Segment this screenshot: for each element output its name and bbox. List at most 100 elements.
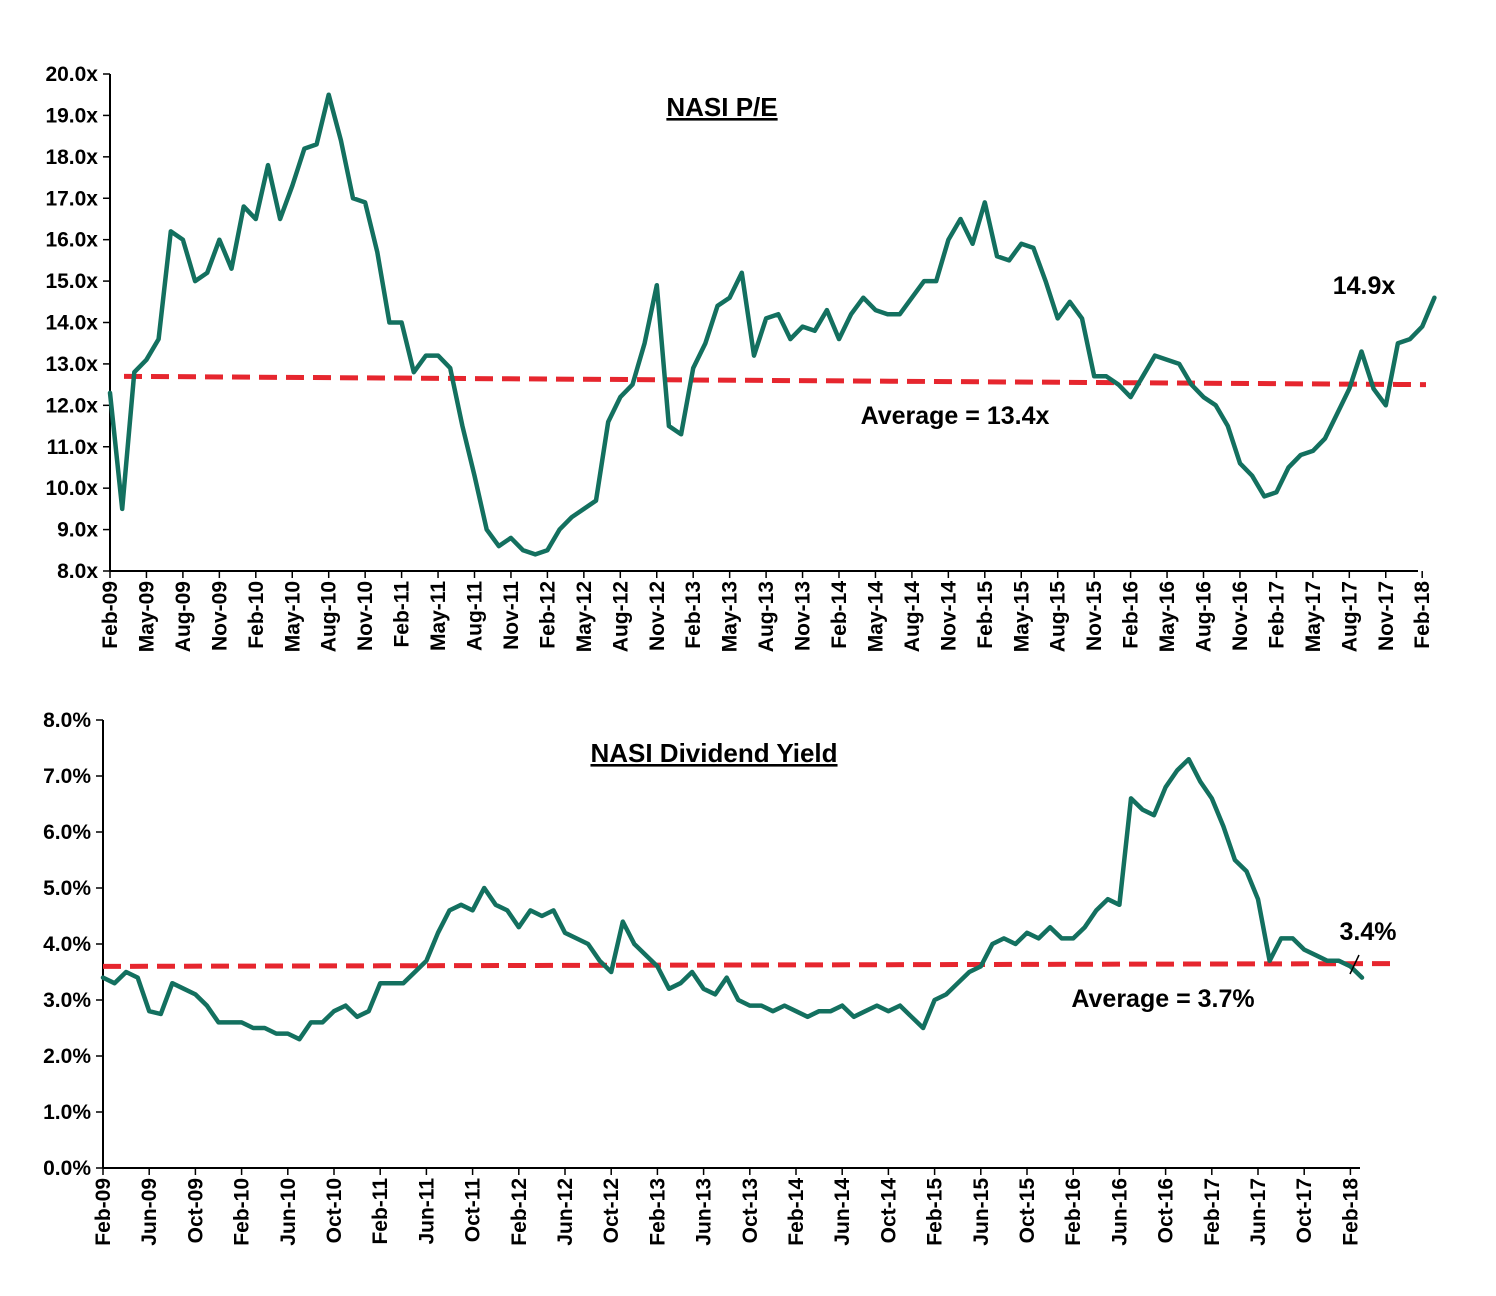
pe-x-tick-label: May-14 — [864, 581, 887, 653]
dy-average-line — [102, 961, 1391, 969]
pe-average-line — [123, 373, 1427, 388]
pe-y-tick-label: 16.0x — [45, 229, 98, 252]
pe-x-tick-label: May-10 — [281, 581, 304, 652]
pe-y-tick-label: 9.0x — [57, 519, 98, 542]
dy-x-tick-label: Jun-17 — [1247, 1178, 1270, 1246]
pe-x-tick-label: Feb-15 — [974, 581, 997, 649]
pe-x-tick-label: Feb-18 — [1411, 581, 1434, 649]
pe-x-tick-label: May-13 — [719, 581, 742, 652]
dy-y-tick-label: 1.0% — [43, 1101, 91, 1124]
dy-latest-label: 3.4% — [1340, 918, 1397, 946]
dy-x-tick-label: Feb-09 — [92, 1178, 115, 1246]
dy-y-tick-label: 6.0% — [43, 821, 91, 844]
pe-y-tick-label: 17.0x — [45, 187, 98, 210]
dy-x-tick-label: Jun-11 — [415, 1178, 438, 1245]
pe-x-tick-label: May-17 — [1302, 581, 1325, 652]
dy-y-tick-label: 0.0% — [43, 1157, 91, 1180]
dy-x-tick-label: Feb-14 — [785, 1178, 808, 1246]
pe-y-tick-label: 8.0x — [57, 560, 98, 583]
dy-y-axis-ticks: 0.0% 1.0% 2.0% 3.0% 4.0% 5.0% 6.0% 7.0% 8.0% — [43, 709, 103, 1180]
pe-y-tick-label: 18.0x — [45, 146, 98, 169]
pe-x-tick-label: May-12 — [573, 581, 596, 652]
pe-y-tick-label: 13.0x — [45, 353, 98, 376]
pe-series-line — [107, 92, 1437, 557]
dy-chart: NASI Dividend Yield 0.0% 1.0% 2.0% 3.0% 4.0%… — [43, 709, 1396, 1246]
pe-x-tick-label: May-11 — [427, 581, 450, 651]
dy-x-tick-label: Jun-12 — [554, 1178, 577, 1246]
pe-x-tick-label: Nov-14 — [937, 581, 960, 651]
pe-x-tick-label: Nov-15 — [1083, 581, 1106, 651]
pe-x-tick-label: Aug-17 — [1338, 581, 1361, 652]
dy-x-tick-label: Oct-16 — [1155, 1178, 1178, 1243]
pe-x-tick-label: Feb-14 — [828, 581, 851, 649]
pe-x-tick-label: Feb-10 — [245, 581, 268, 649]
dy-x-tick-label: Oct-09 — [184, 1178, 207, 1243]
pe-x-tick-label: Nov-16 — [1229, 581, 1252, 651]
pe-x-tick-label: Feb-17 — [1265, 581, 1288, 649]
pe-x-tick-label: Aug-09 — [172, 581, 195, 652]
dy-average-label: Average = 3.7% — [1071, 985, 1254, 1013]
pe-y-tick-label: 10.0x — [45, 477, 98, 500]
pe-y-tick-label: 20.0x — [45, 63, 98, 86]
pe-x-tick-label: Aug-11 — [464, 581, 487, 651]
dy-y-tick-label: 4.0% — [43, 933, 91, 956]
dy-x-tick-label: Feb-16 — [1062, 1178, 1085, 1246]
dy-y-tick-label: 5.0% — [43, 877, 91, 900]
pe-x-tick-label: May-15 — [1010, 581, 1033, 653]
pe-x-tick-label: Aug-15 — [1047, 581, 1070, 652]
pe-x-tick-label: Aug-10 — [318, 581, 341, 652]
pe-y-axis-ticks: 8.0x 9.0x 10.0x 11.0x 12.0x 13.0x 14.0x 15.0x 16… — [45, 63, 110, 583]
dy-x-tick-label: Oct-17 — [1293, 1178, 1316, 1243]
dy-x-tick-label: Feb-13 — [646, 1178, 669, 1246]
pe-latest-label: 14.9x — [1333, 272, 1396, 300]
pe-x-tick-label: Aug-13 — [755, 581, 778, 652]
dy-x-tick-label: Feb-12 — [508, 1178, 531, 1246]
pe-chart-title: NASI P/E — [666, 92, 777, 122]
pe-x-tick-label: May-09 — [135, 581, 158, 652]
dy-latest-pointer — [1349, 954, 1360, 975]
pe-x-tick-label: Feb-09 — [99, 581, 122, 649]
dy-x-tick-label: Oct-12 — [600, 1178, 623, 1243]
dy-series-line — [100, 756, 1365, 1042]
dy-y-tick-label: 8.0% — [43, 709, 91, 732]
dy-x-tick-label: Feb-15 — [924, 1178, 947, 1246]
pe-average-label: Average = 13.4x — [861, 402, 1050, 430]
dy-x-tick-label: Jun-09 — [138, 1178, 161, 1246]
dy-chart-title: NASI Dividend Yield — [590, 738, 837, 768]
dy-x-tick-label: Feb-17 — [1201, 1178, 1224, 1246]
dy-x-tick-label: Oct-13 — [739, 1178, 762, 1243]
dy-x-tick-label: Jun-10 — [277, 1178, 300, 1246]
dy-x-tick-label: Feb-11 — [369, 1178, 392, 1245]
pe-x-tick-label: Nov-17 — [1375, 581, 1398, 651]
dy-y-tick-label: 7.0% — [43, 765, 91, 788]
dy-x-tick-label: Feb-10 — [231, 1178, 254, 1246]
pe-x-tick-label: Feb-13 — [682, 581, 705, 649]
pe-x-axis-ticks: Feb-09 May-09 Aug-09 Nov-09 Feb-10 May-10 Aug-… — [99, 571, 1434, 652]
dy-x-tick-label: Oct-10 — [323, 1178, 346, 1243]
dy-x-tick-label: Jun-16 — [1108, 1178, 1131, 1246]
pe-y-tick-label: 14.0x — [45, 312, 98, 335]
pe-x-tick-label: Feb-12 — [536, 581, 559, 649]
pe-x-tick-label: Feb-16 — [1120, 581, 1143, 649]
pe-x-tick-label: Aug-12 — [609, 581, 632, 652]
dy-y-tick-label: 2.0% — [43, 1045, 91, 1068]
pe-x-tick-label: Aug-14 — [901, 581, 924, 652]
pe-x-tick-label: May-16 — [1156, 581, 1179, 652]
pe-x-tick-label: Nov-09 — [208, 581, 231, 651]
pe-chart: NASI P/E 8.0x 9.0x 10.0x 11.0x 12.0x 13.0x 14.… — [45, 63, 1437, 652]
dy-x-tick-label: Jun-14 — [831, 1178, 854, 1246]
dy-x-tick-label: Jun-13 — [693, 1178, 716, 1246]
dy-x-tick-label: Oct-14 — [877, 1178, 900, 1244]
dy-x-tick-label: Jun-15 — [970, 1178, 993, 1246]
dy-x-tick-label: Oct-15 — [1016, 1178, 1039, 1244]
dy-x-axis-ticks: Feb-09 Jun-09 Oct-09 Feb-10 Jun-10 Oct-10 Feb-… — [92, 1168, 1362, 1246]
pe-y-tick-label: 12.0x — [45, 394, 98, 417]
pe-y-tick-label: 19.0x — [45, 104, 98, 127]
pe-x-tick-label: Nov-11 — [500, 581, 523, 650]
pe-x-tick-label: Aug-16 — [1193, 581, 1216, 652]
pe-x-tick-label: Nov-10 — [354, 581, 377, 651]
pe-y-tick-label: 15.0x — [45, 270, 98, 293]
pe-y-tick-label: 11.0x — [47, 436, 99, 459]
pe-x-tick-label: Feb-11 — [391, 581, 414, 648]
